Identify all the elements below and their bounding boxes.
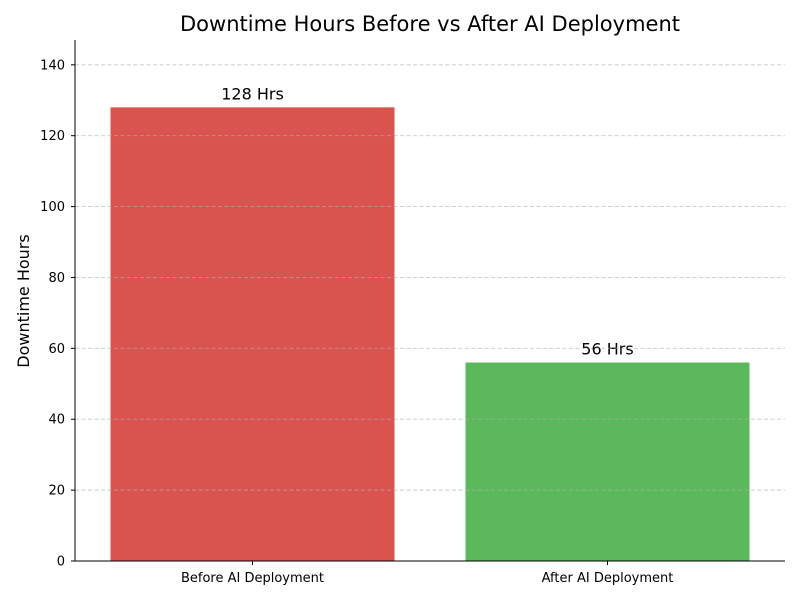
- x-tick-label: Before AI Deployment: [181, 571, 324, 586]
- data-label: 128 Hrs: [221, 84, 284, 103]
- y-tick-label: 140: [40, 58, 65, 73]
- chart-title: Downtime Hours Before vs After AI Deploy…: [180, 12, 680, 36]
- y-tick-label: 20: [48, 484, 65, 499]
- y-tick-label: 40: [48, 413, 65, 428]
- y-tick-label: 80: [48, 271, 65, 286]
- data-label: 56 Hrs: [581, 340, 633, 359]
- y-tick-label: 60: [48, 342, 65, 357]
- bar: [465, 362, 750, 561]
- y-tick-label: 120: [40, 129, 65, 144]
- y-tick-label: 0: [57, 555, 65, 570]
- y-axis-label: Downtime Hours: [14, 234, 33, 367]
- x-tick-label: After AI Deployment: [542, 571, 674, 586]
- y-tick-label: 100: [40, 200, 65, 215]
- bar: [110, 107, 395, 561]
